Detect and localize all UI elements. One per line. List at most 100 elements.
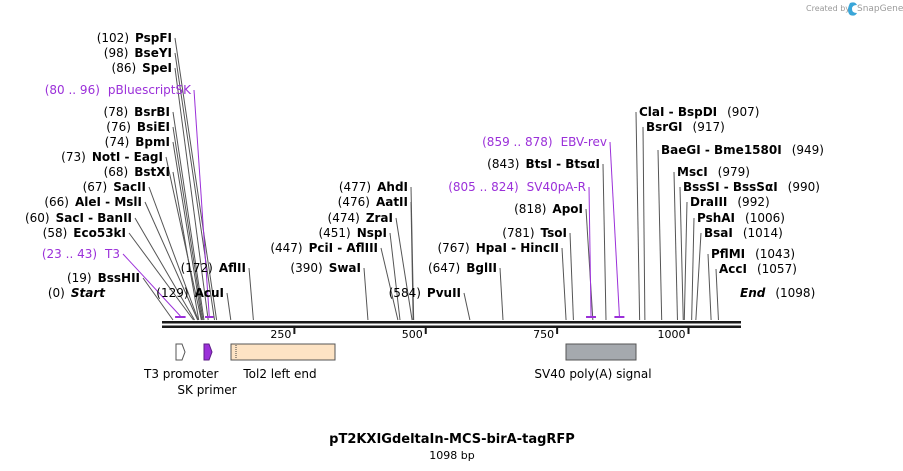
- site-bglii[interactable]: BglII (647): [428, 261, 497, 275]
- site-baegi[interactable]: BaeGI - Bme1580I (949): [661, 143, 824, 157]
- primer-sv40pa-r[interactable]: SV40pA-R (805 .. 824): [448, 180, 586, 194]
- leader-aflii: [248, 267, 254, 321]
- site-name-bsiei: BsiEI: [137, 120, 170, 134]
- primer-bar-t3[interactable]: [175, 316, 186, 318]
- site-name-nspi: NspI: [357, 226, 387, 240]
- site-bsiei[interactable]: BsiEI (76): [106, 120, 170, 134]
- site-ahdi[interactable]: AhdI (477): [339, 180, 408, 194]
- primer-bar-pbluescriptsk[interactable]: [205, 316, 214, 318]
- sk-primer-arrow-icon[interactable]: [203, 343, 213, 361]
- site-bsai[interactable]: BsaI (1014): [704, 226, 783, 240]
- primer-name-pbluescriptsk: pBluescriptSK: [108, 83, 192, 97]
- site-tsoi[interactable]: TsoI (781): [502, 226, 567, 240]
- site-noti[interactable]: NotI - EagI (73): [61, 150, 163, 164]
- site-name-noti: NotI - EagI: [92, 150, 163, 164]
- feature-tol2-left-end[interactable]: Tol2 left end: [230, 343, 336, 381]
- site-name-bpmi: BpmI: [135, 135, 170, 149]
- feature-sk-primer[interactable]: SK primer: [177, 343, 237, 397]
- leader-noti: [165, 156, 202, 321]
- feature-label-tol2-left-end: Tol2 left end: [242, 367, 316, 381]
- primer-bar-ebv-rev[interactable]: [614, 316, 625, 318]
- leader-hpai: [561, 247, 567, 321]
- site-bstxi[interactable]: BstXI (68): [104, 165, 170, 179]
- site-zrai[interactable]: ZraI (474): [328, 211, 393, 225]
- tick-label-250: 250: [270, 328, 291, 341]
- primer-ebv-rev[interactable]: EBV-rev (859 .. 878): [482, 135, 607, 149]
- site-bseyi[interactable]: BseYI (98): [104, 46, 172, 60]
- site-pos-acci: (1057): [757, 262, 797, 276]
- site-pvuii[interactable]: PvuII (584): [389, 286, 461, 300]
- leader-bsai: [695, 232, 702, 321]
- site-end[interactable]: End (1098): [740, 286, 815, 300]
- site-pos-bsrbi: (78): [104, 105, 129, 119]
- site-acui[interactable]: AcuI (129): [156, 286, 224, 300]
- site-pcii[interactable]: PciI - AflIII (447): [270, 241, 378, 255]
- site-pos-btsi: (843): [487, 157, 519, 171]
- site-name-alei: AleI - MslI: [75, 195, 142, 209]
- feature-sv40-polya[interactable]: SV40 poly(A) signal: [534, 343, 652, 381]
- site-saci[interactable]: SacI - BanII (60): [25, 211, 132, 225]
- site-pos-alei: (66): [44, 195, 69, 209]
- site-name-msci: MscI: [677, 165, 708, 179]
- leader-pcii: [380, 247, 399, 321]
- sv40-polya-box[interactable]: [565, 343, 637, 361]
- site-clai[interactable]: ClaI - BspDI (907): [639, 105, 759, 119]
- site-bsrgi[interactable]: BsrGI (917): [646, 120, 725, 134]
- site-hpai[interactable]: HpaI - HincII (767): [437, 241, 559, 255]
- credit-brand: SnapGene: [857, 4, 903, 14]
- site-name-swai: SwaI: [329, 261, 361, 275]
- site-draiii[interactable]: DraIII (992): [690, 195, 770, 209]
- primer-pbluescriptsk[interactable]: pBluescriptSK (80 .. 96): [45, 83, 192, 97]
- site-pos-bsiei: (76): [106, 120, 131, 134]
- feature-label-sv40-polya: SV40 poly(A) signal: [534, 367, 651, 381]
- site-pos-pflmi: (1043): [755, 247, 795, 261]
- site-start[interactable]: Start (0): [48, 286, 106, 300]
- site-name-acui: AcuI: [195, 286, 224, 300]
- site-name-start: Start: [71, 286, 106, 300]
- tick-label-750: 750: [533, 328, 554, 341]
- tick-1000: 1000: [658, 328, 690, 341]
- site-pos-pcii: (447): [270, 241, 302, 255]
- site-msci[interactable]: MscI (979): [677, 165, 750, 179]
- site-aatii[interactable]: AatII (476): [338, 195, 408, 209]
- primer-t3[interactable]: T3 (23 .. 43): [42, 247, 120, 261]
- leader-pvuii: [463, 292, 471, 321]
- site-btsi[interactable]: BtsI - BtsαI (843): [487, 157, 600, 171]
- credit-prefix: Created by: [806, 4, 850, 13]
- site-nspi[interactable]: NspI (451): [318, 226, 387, 240]
- site-pos-bpmi: (74): [105, 135, 130, 149]
- site-bsshii[interactable]: BssHII (19): [67, 271, 140, 285]
- feature-t3-promoter[interactable]: T3 promoter: [143, 343, 219, 381]
- site-name-saci: SacI - BanII: [56, 211, 132, 225]
- leader-draiii: [683, 201, 688, 321]
- leader-sacii: [148, 186, 199, 321]
- site-alei[interactable]: AleI - MslI (66): [44, 195, 142, 209]
- leader-bsrgi: [642, 126, 646, 321]
- feature-label-t3-promoter: T3 promoter: [143, 367, 219, 381]
- t3-promoter-arrow-icon[interactable]: [175, 343, 186, 361]
- site-swai[interactable]: SwaI (390): [290, 261, 361, 275]
- primer-bar-sv40pa-r[interactable]: [586, 316, 597, 318]
- leader-nspi: [389, 232, 401, 321]
- features: T3 promoter SK primer Tol2 left end SV40…: [143, 343, 652, 397]
- site-spei[interactable]: SpeI (86): [112, 61, 172, 75]
- site-pos-spei: (86): [112, 61, 137, 75]
- site-pshai[interactable]: PshAI (1006): [697, 211, 785, 225]
- site-pos-bsssi: (990): [788, 180, 820, 194]
- primer-leader-t3: [122, 253, 181, 317]
- site-bpmi[interactable]: BpmI (74): [105, 135, 170, 149]
- site-aflii[interactable]: AflII (172): [181, 261, 246, 275]
- site-name-clai: ClaI - BspDI: [639, 105, 717, 119]
- site-pspfi[interactable]: PspFI (102): [97, 31, 172, 45]
- site-apoi[interactable]: ApoI (818): [514, 202, 583, 216]
- site-pflmi[interactable]: PflMI (1043): [711, 247, 795, 261]
- site-pos-hpai: (767): [437, 241, 469, 255]
- site-bsrbi[interactable]: BsrBI (78): [104, 105, 170, 119]
- site-bsssi[interactable]: BssSI - BssSαI (990): [683, 180, 820, 194]
- site-eco53ki[interactable]: Eco53kI (58): [43, 226, 126, 240]
- primer-name-sv40pa-r: SV40pA-R: [527, 180, 586, 194]
- tol2-left-end-box[interactable]: [230, 343, 336, 361]
- site-pos-noti: (73): [61, 150, 86, 164]
- site-sacii[interactable]: SacII (67): [83, 180, 146, 194]
- site-acci[interactable]: AccI (1057): [719, 262, 797, 276]
